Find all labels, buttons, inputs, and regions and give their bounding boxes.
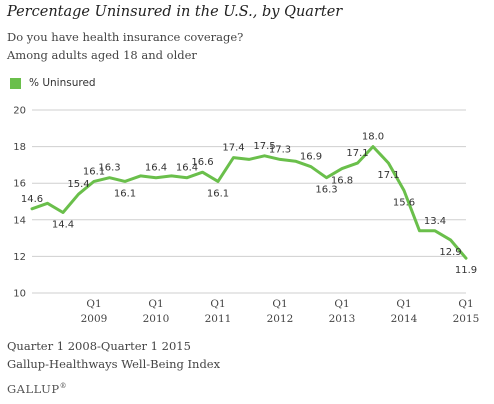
x-tick-year: 2013 xyxy=(329,313,356,325)
series-line xyxy=(30,145,468,260)
x-tick-quarter: Q1 xyxy=(210,298,225,310)
data-label: 15.6 xyxy=(393,198,415,209)
y-tick-label: 18 xyxy=(13,142,26,153)
data-label: 11.9 xyxy=(455,265,477,276)
data-label: 17.4 xyxy=(222,143,244,154)
data-label: 13.4 xyxy=(424,216,446,227)
x-axis: Q1 2009 Q1 2010 Q1 2011 Q1 2012 Q1 2013 Q1 2014 Q1 20… xyxy=(81,298,480,325)
data-label: 12.9 xyxy=(439,247,461,258)
x-tick-year: 2010 xyxy=(143,313,170,325)
y-tick-label: 20 xyxy=(13,106,26,117)
data-label: 16.1 xyxy=(114,188,136,199)
x-tick-year: 2014 xyxy=(391,313,418,325)
data-label: 16.6 xyxy=(191,157,213,168)
data-label: 17.1 xyxy=(377,170,399,181)
date-range-note: Quarter 1 2008-Quarter 1 2015 xyxy=(7,339,191,353)
data-label: 17.1 xyxy=(346,148,368,159)
y-tick-label: 14 xyxy=(13,215,26,226)
gallup-logo: GALLUP® xyxy=(7,382,67,396)
data-label: 16.9 xyxy=(300,152,322,163)
data-label: 16.3 xyxy=(315,185,337,196)
y-axis: 10 12 14 16 18 20 xyxy=(13,106,26,300)
x-tick-quarter: Q1 xyxy=(86,298,101,310)
data-label: 16.1 xyxy=(207,188,229,199)
data-label: 16.1 xyxy=(83,166,105,177)
x-tick-quarter: Q1 xyxy=(396,298,411,310)
x-tick-quarter: Q1 xyxy=(272,298,287,310)
data-label-group: 14.614.415.416.116.316.116.4 16.416.616.1… xyxy=(21,132,477,277)
data-label: 17.5 xyxy=(253,141,275,152)
data-label: 15.4 xyxy=(67,179,89,190)
series-line-group xyxy=(30,145,468,260)
y-tick-label: 10 xyxy=(13,289,26,300)
x-tick-year: 2012 xyxy=(267,313,294,325)
data-label: 14.4 xyxy=(52,219,74,230)
x-tick-year: 2009 xyxy=(81,313,108,325)
y-tick-label: 12 xyxy=(13,252,26,263)
gridlines xyxy=(32,109,466,294)
logo-text: GALLUP xyxy=(7,382,60,396)
line-chart: 10 12 14 16 18 20 Q1 2009 Q1 2010 Q1 2011 Q1 2012 Q1 2… xyxy=(13,106,480,326)
x-tick-quarter: Q1 xyxy=(334,298,349,310)
population-note: Among adults aged 18 and older xyxy=(7,48,197,62)
data-label: 16.3 xyxy=(98,163,120,174)
data-label: 18.0 xyxy=(362,132,384,143)
x-tick-quarter: Q1 xyxy=(458,298,473,310)
data-label: 16.4 xyxy=(145,163,167,174)
data-label: 17.3 xyxy=(269,144,291,155)
logo-registered-mark: ® xyxy=(59,382,68,391)
y-tick-label: 16 xyxy=(13,179,26,190)
data-label: 14.6 xyxy=(21,194,43,205)
x-tick-year: 2011 xyxy=(205,313,232,325)
legend-swatch xyxy=(10,77,21,89)
x-tick-quarter: Q1 xyxy=(148,298,163,310)
x-tick-year: 2015 xyxy=(453,313,480,325)
data-label: 16.4 xyxy=(176,163,198,174)
survey-question: Do you have health insurance coverage? xyxy=(7,30,244,44)
legend-label: % Uninsured xyxy=(29,77,96,89)
data-label: 16.8 xyxy=(331,176,353,187)
source-note: Gallup-Healthways Well-Being Index xyxy=(7,357,221,371)
legend: % Uninsured xyxy=(10,76,96,90)
chart-title: Percentage Uninsured in the U.S., by Qua… xyxy=(7,4,343,20)
